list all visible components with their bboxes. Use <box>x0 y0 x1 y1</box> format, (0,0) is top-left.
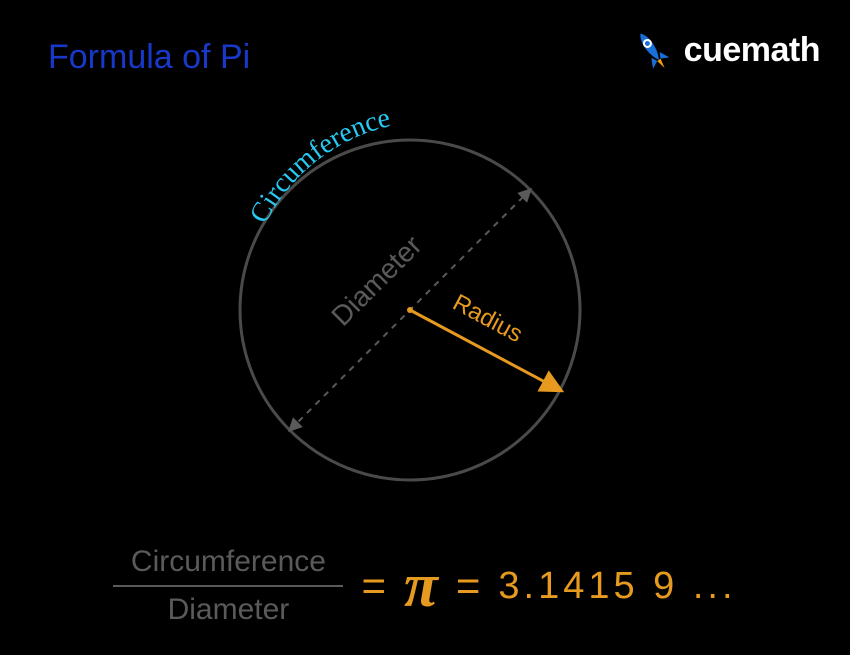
fraction-divider <box>113 585 343 587</box>
page-title: Formula of Pi <box>48 38 250 77</box>
pi-symbol: π <box>404 555 438 617</box>
circle-diagram: Circumference Diameter Radius <box>200 110 620 510</box>
pi-value: 3.1415 9 ... <box>498 565 736 608</box>
fraction-numerator: Circumference <box>131 545 326 579</box>
circumference-label: Circumference <box>244 110 394 228</box>
equals-sign-2: = <box>456 562 481 610</box>
equals-sign-1: = <box>361 562 386 610</box>
fraction-denominator: Diameter <box>168 593 290 627</box>
formula-row: Circumference Diameter = π = 3.1415 9 ..… <box>0 545 850 627</box>
brand-logo: cuemath <box>628 26 820 74</box>
brand-name: cuemath <box>684 31 820 70</box>
fraction: Circumference Diameter <box>113 545 343 627</box>
rocket-icon <box>628 26 676 74</box>
